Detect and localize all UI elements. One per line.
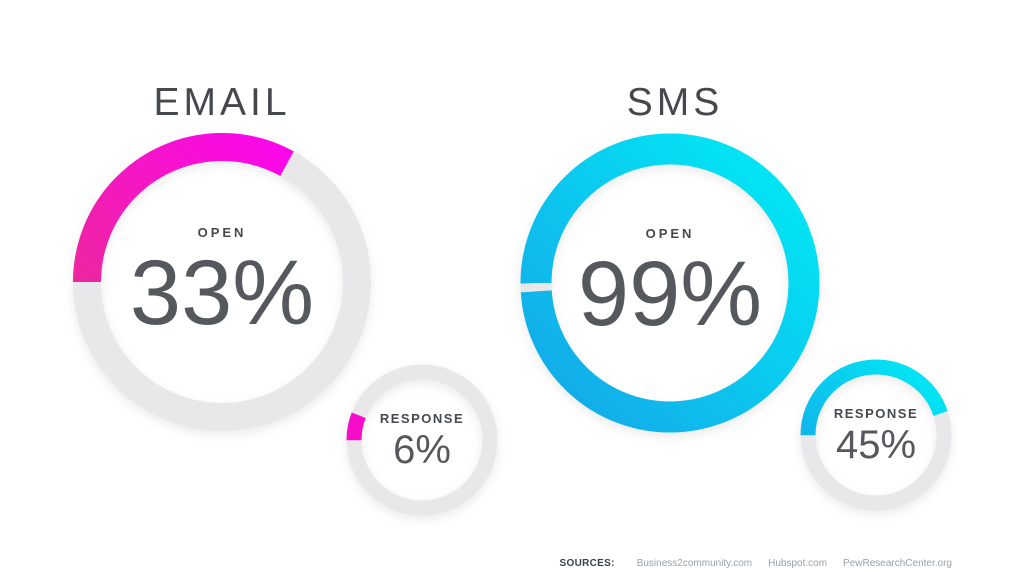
sms-response-arc [800,359,952,511]
sms-response-donut: RESPONSE 45% [800,359,952,511]
email-open-ring [73,133,371,431]
email-open-arc [73,133,371,431]
email-open-donut: OPEN 33% [72,132,372,432]
source-item-business2community: Business2community.com [636,558,753,569]
email-response-arc [346,364,498,516]
source-item-hubspot: Hubspot.com [768,558,828,569]
sources-footer: SOURCES: Business2community.com Hubspot.… [560,558,952,569]
email-response-ring [346,364,498,516]
sms-response-ring [800,359,952,511]
sms-open-ring [520,133,820,433]
email-response-track [346,364,498,516]
sms-open-arc [520,133,820,433]
sources-label: SOURCES: [559,558,615,569]
sms-open-donut: OPEN 99% [520,133,820,433]
sms-column-title: SMS [626,81,724,125]
source-item-pewresearch: PewResearchCenter.org [843,558,952,569]
email-response-donut: RESPONSE 6% [346,364,498,516]
email-column-title: EMAIL [153,81,291,125]
